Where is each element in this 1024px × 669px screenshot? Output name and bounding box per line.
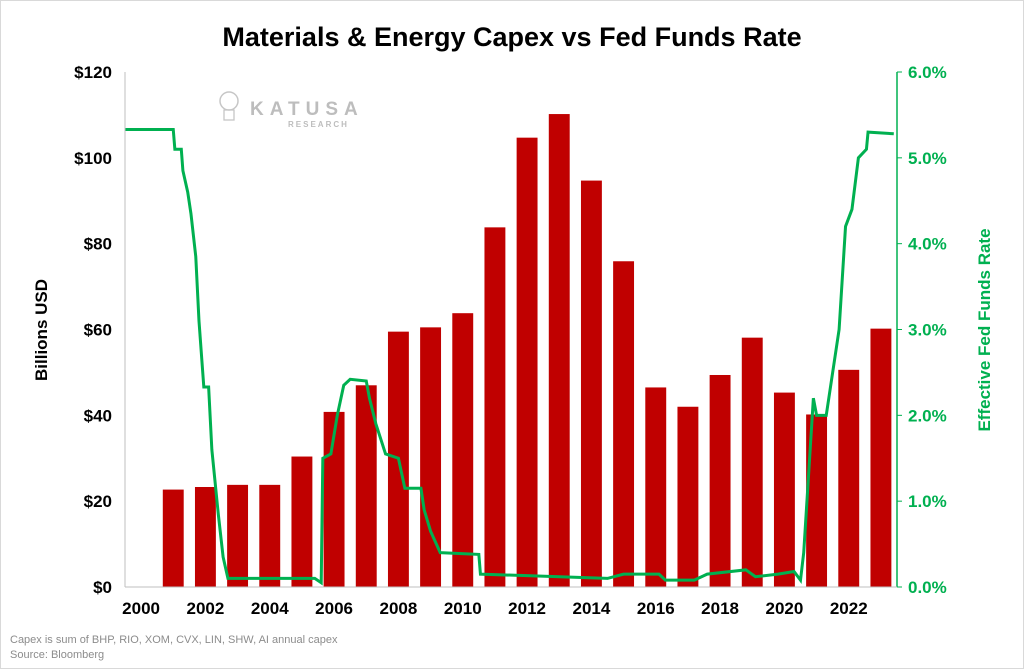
x-tick-label: 2004 <box>251 599 289 618</box>
chart-title: Materials & Energy Capex vs Fed Funds Ra… <box>222 22 801 52</box>
y-tick-label: $100 <box>74 149 112 168</box>
x-tick-label: 2008 <box>380 599 418 618</box>
y2-tick-label: 4.0% <box>908 235 947 254</box>
y-axis-label: Billions USD <box>32 279 51 381</box>
x-tick-label: 2012 <box>508 599 546 618</box>
x-tick-label: 2016 <box>637 599 675 618</box>
y-tick-label: $80 <box>84 235 112 254</box>
bar-2001 <box>162 489 184 587</box>
y-tick-label: $0 <box>93 578 112 597</box>
y-tick-label: $20 <box>84 492 112 511</box>
bar-2021 <box>806 414 828 587</box>
y-tick-label: $60 <box>84 321 112 340</box>
x-tick-label: 2014 <box>573 599 611 618</box>
bar-2017 <box>677 406 699 587</box>
bar-2015 <box>613 261 635 587</box>
bar-series <box>162 114 892 587</box>
svg-text:RESEARCH: RESEARCH <box>288 120 349 129</box>
x-tick-label: 2020 <box>766 599 804 618</box>
bar-2018 <box>709 374 731 587</box>
bar-2007 <box>355 385 377 587</box>
y2-tick-label: 5.0% <box>908 149 947 168</box>
watermark-logo: KATUSA RESEARCH <box>219 91 364 129</box>
bar-2012 <box>516 137 538 587</box>
y2-tick-label: 6.0% <box>908 63 947 82</box>
bar-2003 <box>227 484 249 587</box>
y-tick-label: $120 <box>74 63 112 82</box>
y-tick-label: $40 <box>84 406 112 425</box>
y2-tick-label: 1.0% <box>908 492 947 511</box>
x-tick-label: 2006 <box>315 599 353 618</box>
y2-tick-label: 2.0% <box>908 406 947 425</box>
svg-text:KATUSA: KATUSA <box>250 99 364 120</box>
bar-2004 <box>259 484 281 587</box>
bar-2013 <box>548 114 570 587</box>
bar-2005 <box>291 456 313 587</box>
x-tick-label: 2022 <box>830 599 868 618</box>
bar-2002 <box>194 487 216 587</box>
bar-2009 <box>420 327 442 587</box>
footnote: Capex is sum of BHP, RIO, XOM, CVX, LIN,… <box>10 634 338 646</box>
bar-2019 <box>741 337 763 587</box>
bar-2022 <box>838 369 860 587</box>
y2-tick-label: 0.0% <box>908 578 947 597</box>
x-tick-label: 2018 <box>701 599 739 618</box>
x-tick-label: 2000 <box>122 599 160 618</box>
bar-2014 <box>580 180 602 587</box>
bar-2023 <box>870 328 892 587</box>
y2-axis-label: Effective Fed Funds Rate <box>975 228 994 431</box>
source-note: Source: Bloomberg <box>10 649 105 661</box>
bar-2016 <box>645 387 667 587</box>
fed-funds-line <box>125 128 894 586</box>
y2-tick-label: 3.0% <box>908 321 947 340</box>
x-tick-label: 2002 <box>187 599 225 618</box>
x-tick-label: 2010 <box>444 599 482 618</box>
bar-2011 <box>484 227 506 587</box>
bar-2010 <box>452 313 474 587</box>
bar-2020 <box>773 392 795 587</box>
